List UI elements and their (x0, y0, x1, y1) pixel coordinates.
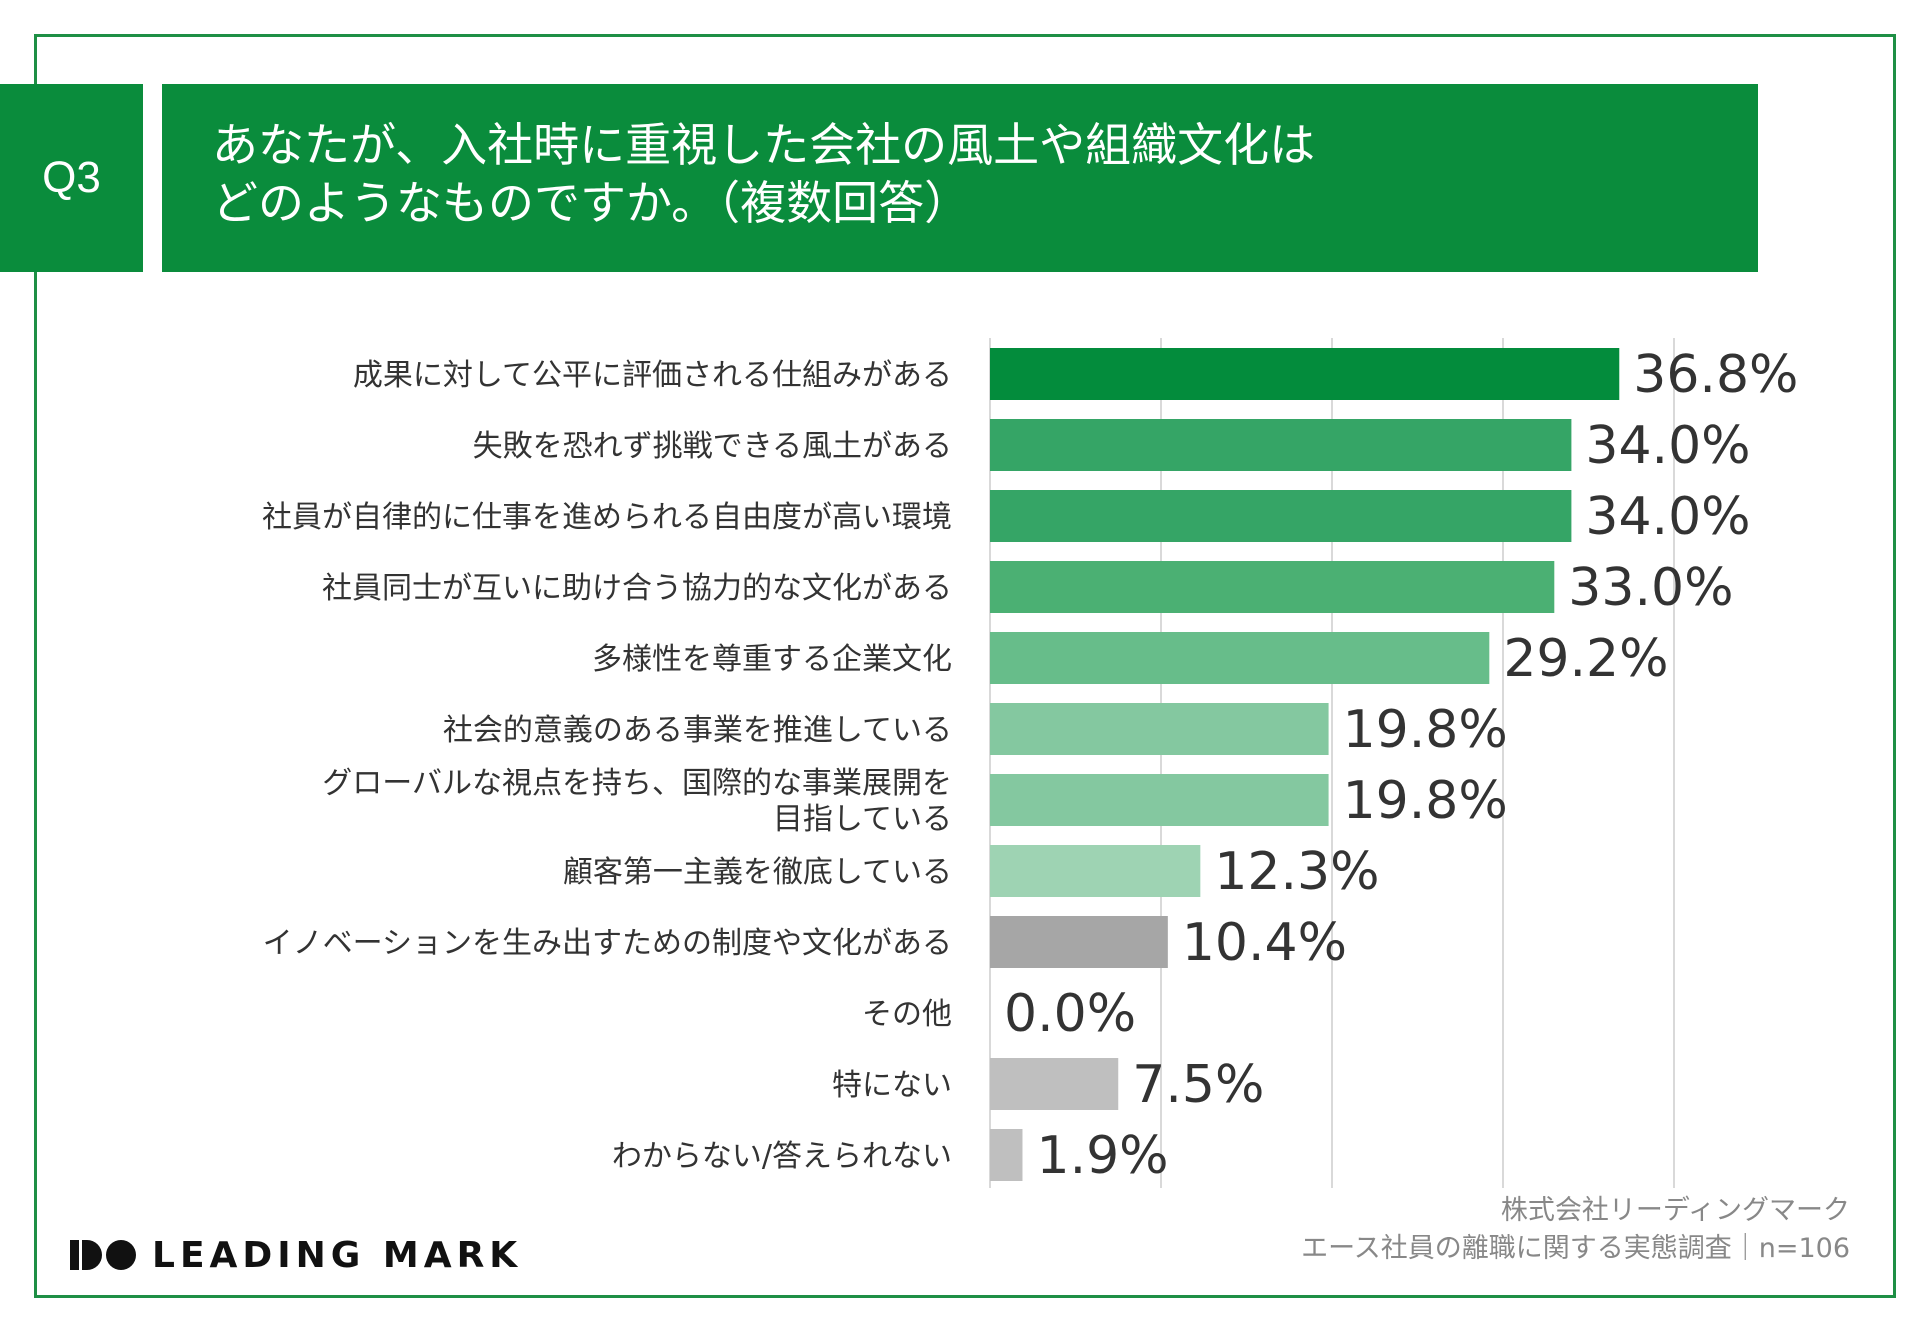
value-label-2: 34.0% (1585, 487, 1750, 547)
category-label-5: 社会的意義のある事業を推進している (443, 713, 952, 748)
bar-6 (990, 774, 1329, 826)
value-label-10: 7.5% (1132, 1055, 1264, 1115)
category-label-11: わからない/答えられない (612, 1139, 952, 1174)
question-title-banner: あなたが、入社時に重視した会社の風土や組織文化は どのようなものですか。（複数回… (162, 84, 1758, 272)
bar-5 (990, 703, 1329, 755)
bar-7 (990, 845, 1201, 897)
value-label-4: 29.2% (1503, 629, 1668, 689)
bar-11 (990, 1129, 1023, 1181)
chart-frame (34, 34, 1896, 1298)
question-title-line2: どのようなものですか。（複数回答） (212, 176, 971, 230)
source-note: 株式会社リーディングマーク エース社員の離職に関する実態調査｜n=106 (1301, 1192, 1850, 1268)
category-label-8: イノベーションを生み出すための制度や文化がある (263, 926, 952, 961)
category-label-2: 社員が自律的に仕事を進められる自由度が高い環境 (262, 500, 952, 535)
category-label-7: 顧客第一主義を徹底している (563, 855, 952, 890)
value-label-1: 34.0% (1585, 416, 1750, 476)
bar-4 (990, 632, 1490, 684)
category-label-4: 多様性を尊重する企業文化 (592, 642, 952, 677)
value-label-11: 1.9% (1036, 1126, 1168, 1186)
source-company: 株式会社リーディングマーク (1500, 1195, 1850, 1226)
bar-0 (990, 348, 1620, 400)
source-survey: エース社員の離職に関する実態調査｜n=106 (1301, 1233, 1850, 1264)
question-number: Q3 (42, 153, 101, 202)
bar-1 (990, 419, 1572, 471)
category-label-6-line1: 目指している (773, 802, 952, 837)
value-label-3: 33.0% (1568, 558, 1733, 618)
value-label-0: 36.8% (1633, 345, 1798, 405)
bar-10 (990, 1058, 1119, 1110)
value-label-5: 19.8% (1343, 700, 1508, 760)
logo-text: LEADING MARK (152, 1234, 523, 1276)
bar-3 (990, 561, 1555, 613)
bar-8 (990, 916, 1168, 968)
bar-2 (990, 490, 1572, 542)
question-title-line1: あなたが、入社時に重視した会社の風土や組織文化は (212, 118, 1316, 172)
category-label-0: 成果に対して公平に評価される仕組みがある (353, 358, 952, 393)
value-label-7: 12.3% (1214, 842, 1379, 902)
question-number-badge: Q3 (0, 84, 143, 272)
category-label-10: 特にない (832, 1068, 952, 1103)
value-label-6: 19.8% (1343, 771, 1508, 831)
leading-mark-logo: LEADING MARK (70, 1233, 522, 1277)
value-label-9: 0.0% (1004, 984, 1136, 1044)
category-label-6-line0: グローバルな視点を持ち、国際的な事業展開を (322, 766, 952, 801)
category-label-3: 社員同士が互いに助け合う協力的な文化がある (322, 571, 952, 606)
logo-mark-icon (70, 1240, 136, 1270)
category-label-1: 失敗を恐れず挑戦できる風土がある (473, 429, 952, 464)
value-label-8: 10.4% (1182, 913, 1347, 973)
category-label-9: その他 (862, 997, 952, 1032)
